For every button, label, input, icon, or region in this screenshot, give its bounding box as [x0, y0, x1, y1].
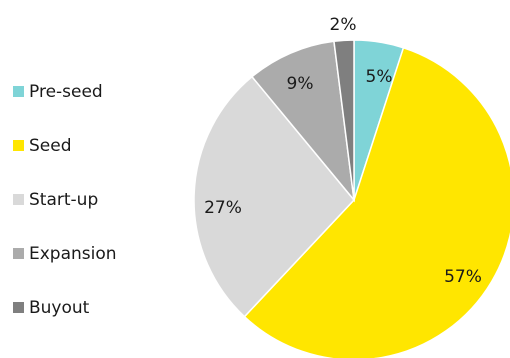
slice-label-start-up: 27%	[204, 198, 242, 218]
slice-label-expansion: 9%	[287, 74, 314, 94]
legend-swatch-pre-seed	[13, 86, 24, 97]
slice-value-labels: 5% 57% 27% 9% 2%	[204, 15, 482, 287]
slice-label-pre-seed: 5%	[366, 67, 393, 87]
slice-label-seed: 57%	[444, 267, 482, 287]
legend-swatch-expansion	[13, 248, 24, 259]
pie-slice-start-up	[193, 75, 355, 318]
legend-label-start-up: Start-up	[29, 190, 98, 210]
pie-slice-expansion	[250, 40, 356, 203]
pie-slice-buyout	[333, 39, 355, 201]
pie-slices	[193, 39, 510, 358]
pie-slice-seed	[243, 46, 510, 358]
slice-label-buyout: 2%	[330, 15, 357, 35]
legend-swatch-buyout	[13, 302, 24, 313]
legend-label-expansion: Expansion	[29, 244, 117, 264]
legend-label-buyout: Buyout	[29, 298, 90, 318]
legend: Pre-seed Seed Start-up Expansion Buyout	[13, 82, 117, 318]
legend-swatch-seed	[13, 140, 24, 151]
legend-label-pre-seed: Pre-seed	[29, 82, 103, 102]
legend-label-seed: Seed	[29, 136, 72, 156]
legend-swatch-start-up	[13, 194, 24, 205]
